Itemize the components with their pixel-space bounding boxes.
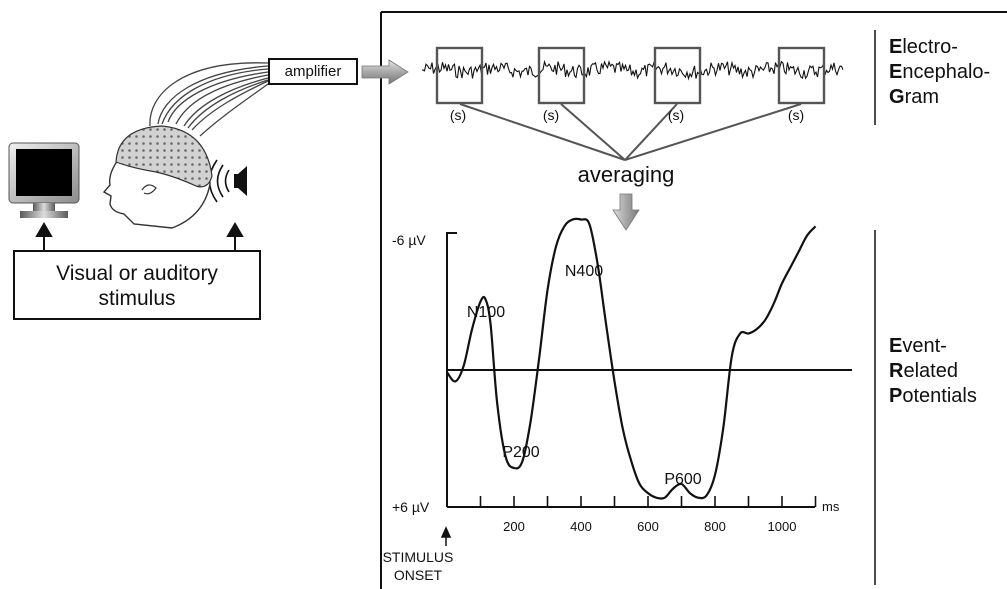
down-arrow-icon (612, 193, 640, 231)
stimulus-onset-label-line1: STIMULUS (383, 549, 454, 565)
eeg-segment-box (537, 46, 586, 105)
x-tick-labels: 200 400 600 800 1000 (503, 519, 796, 534)
peak-label-p600: P600 (664, 471, 701, 488)
segment-label: (s) (450, 107, 466, 123)
stimulus-arrows (35, 222, 244, 250)
panel-frame (380, 11, 1007, 589)
segment-label: (s) (788, 107, 804, 123)
x-tick-marks (479, 496, 817, 507)
y-axis-bottom-label: +6 µV (392, 499, 430, 515)
eeg-label-rest: lectro- (902, 36, 958, 58)
eeg-label-initial: E (889, 36, 903, 58)
erp-label-initial: P (889, 385, 903, 407)
x-tick-label: 200 (503, 519, 525, 534)
x-tick-label: 800 (704, 519, 726, 534)
eeg-segment-box (653, 46, 702, 105)
stimulus-text-line2: stimulus (98, 287, 176, 310)
eeg-label-rest: ram (904, 86, 940, 108)
averaging-label: averaging (578, 162, 675, 187)
x-tick-label: 600 (637, 519, 659, 534)
eeg-trace (421, 59, 844, 81)
erp-label-initial: R (889, 360, 904, 382)
stimulus-onset-label-line2: ONSET (394, 567, 443, 583)
amplifier-box: amplifier (268, 58, 358, 85)
stimulus-box: Visual or auditory stimulus (13, 250, 261, 320)
erp-side-label: Event- Related Potentials (889, 334, 977, 409)
segment-label: (s) (668, 107, 684, 123)
eeg-side-label: Electro- Encephalo- Gram (889, 35, 990, 110)
erp-waveform (446, 217, 817, 500)
erp-chart: 200 400 600 800 1000 -6 µV +6 µV ms STIMULUS… (383, 217, 852, 583)
peak-label-n100: N100 (467, 304, 505, 321)
segment-label: (s) (543, 107, 559, 123)
x-tick-label: 1000 (768, 519, 797, 534)
speaker-icon (208, 159, 247, 203)
x-tick-label: 400 (570, 519, 592, 534)
eeg-label-rest: ncephalo- (902, 61, 991, 83)
head-with-electrode-cap-icon (102, 62, 269, 229)
amplifier-label: amplifier (284, 63, 342, 80)
stimulus-text-line1: Visual or auditory (56, 262, 218, 285)
eeg-label-initial: E (889, 61, 903, 83)
eeg-label-initial: G (889, 86, 905, 108)
right-arrow-icon (361, 59, 409, 85)
eeg-segment-box (777, 46, 826, 105)
peak-label-n400: N400 (565, 263, 603, 280)
x-axis-unit: ms (822, 499, 840, 514)
y-axis-top-label: -6 µV (392, 232, 426, 248)
erp-label-rest: otentials (902, 385, 977, 407)
averaging-lines (459, 103, 802, 161)
erp-label-rest: elated (903, 360, 958, 382)
eeg-segment-boxes (435, 46, 826, 105)
erp-label-initial: E (889, 335, 903, 357)
monitor-icon (8, 142, 80, 218)
peak-label-p200: P200 (502, 444, 539, 461)
eeg-segment-box (435, 46, 484, 105)
erp-label-rest: vent- (902, 335, 947, 357)
onset-arrow-icon (440, 526, 452, 546)
